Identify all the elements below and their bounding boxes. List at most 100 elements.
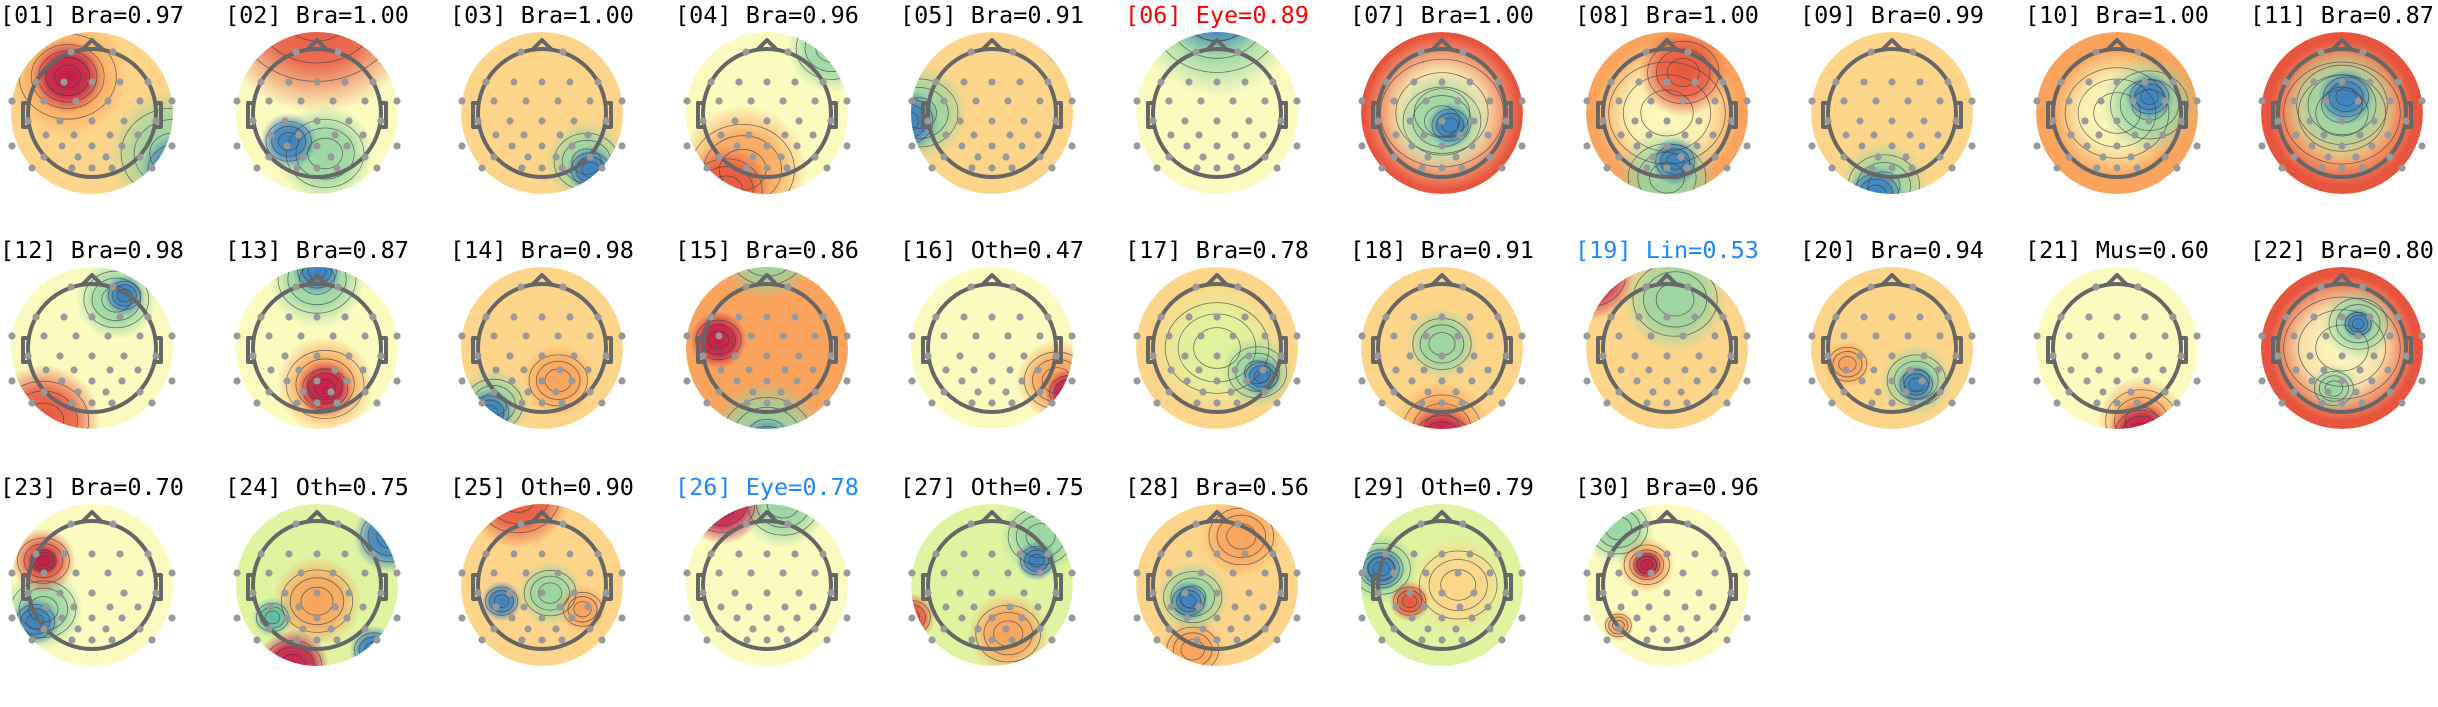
component-cell[interactable]: [06] Eye=0.89 [1125, 0, 1350, 235]
component-cell[interactable]: [03] Bra=1.00 [450, 0, 675, 235]
electrode-dot [1213, 636, 1221, 644]
topomap[interactable] [2258, 264, 2426, 432]
electrode-dot [265, 388, 273, 396]
electrode-dot [152, 352, 160, 360]
electrode-dot [2113, 78, 2121, 86]
component-cell[interactable]: [01] Bra=0.97 [0, 0, 225, 235]
topomap[interactable] [458, 501, 626, 669]
electrode-dot [1245, 117, 1253, 125]
contour-line [1428, 559, 1488, 611]
electrode-dot [341, 78, 349, 86]
activation-blob [1405, 404, 1479, 429]
topomap[interactable] [1358, 264, 1526, 432]
topomap[interactable] [908, 29, 1076, 197]
component-cell[interactable]: [16] Oth=0.47 [900, 235, 1125, 470]
electrode-dot [1149, 352, 1157, 360]
component-cell[interactable]: [29] Oth=0.79 [1350, 472, 1575, 707]
topomap[interactable] [908, 264, 1076, 432]
electrode-dot [1867, 283, 1875, 291]
component-cell[interactable]: [25] Oth=0.90 [450, 472, 675, 707]
component-cell[interactable]: [21] Mus=0.60 [2025, 235, 2250, 470]
component-cell[interactable]: [08] Bra=1.00 [1575, 0, 1800, 235]
component-cell[interactable]: [10] Bra=1.00 [2025, 0, 2250, 235]
electrode-dot [747, 569, 755, 577]
component-cell[interactable]: [20] Bra=0.94 [1800, 235, 2025, 470]
topomap[interactable] [233, 264, 401, 432]
topomap[interactable] [908, 501, 1076, 669]
component-cell[interactable]: [19] Lin=0.53 [1575, 235, 1800, 470]
electrode-dot [1743, 97, 1751, 105]
topomap[interactable] [1358, 501, 1526, 669]
component-cell[interactable]: [12] Bra=0.98 [0, 235, 225, 470]
electrode-dot [1036, 153, 1044, 161]
component-cell[interactable]: [15] Bra=0.86 [675, 235, 900, 470]
component-cell[interactable]: [02] Bra=1.00 [225, 0, 450, 235]
topomap[interactable] [1583, 264, 1751, 432]
topomap[interactable] [458, 29, 626, 197]
topomap[interactable] [1133, 29, 1301, 197]
topomap[interactable] [2258, 29, 2426, 197]
topomap[interactable] [8, 264, 176, 432]
component-cell[interactable]: [04] Bra=0.96 [675, 0, 900, 235]
topomap[interactable] [1583, 501, 1751, 669]
electrode-dot [538, 614, 546, 622]
topomap[interactable] [683, 501, 851, 669]
scalp-map [1136, 32, 1298, 194]
electrode-dot [359, 603, 367, 611]
topomap[interactable] [233, 501, 401, 669]
component-cell[interactable]: [17] Bra=0.78 [1125, 235, 1350, 470]
electrode-dot [742, 48, 750, 56]
component-cell[interactable]: [18] Bra=0.91 [1350, 235, 1575, 470]
topomap[interactable] [683, 264, 851, 432]
electrode-dot [1944, 78, 1952, 86]
component-cell[interactable]: [26] Eye=0.78 [675, 472, 900, 707]
topomap[interactable] [8, 29, 176, 197]
component-title: [03] Bra=1.00 [450, 1, 634, 29]
electrode-dot [1009, 283, 1017, 291]
electrode-dot [393, 377, 401, 385]
electrode-dot [2067, 366, 2075, 374]
topomap[interactable] [2033, 264, 2201, 432]
electrode-dot [506, 589, 514, 597]
scalp-map [2261, 267, 2423, 429]
component-cell[interactable]: [27] Oth=0.75 [900, 472, 1125, 707]
component-cell[interactable]: [22] Bra=0.80 [2250, 235, 2438, 470]
electrode-dot [779, 332, 787, 340]
electrode-dot [1904, 332, 1912, 340]
electrode-dot [1502, 117, 1510, 125]
electrode-dot [2134, 48, 2142, 56]
component-cell[interactable]: [28] Bra=0.56 [1125, 472, 1350, 707]
component-cell[interactable]: [30] Bra=0.96 [1575, 472, 1800, 707]
topomap[interactable] [1133, 501, 1301, 669]
component-cell[interactable]: [05] Bra=0.91 [900, 0, 1125, 235]
topomap[interactable] [683, 29, 851, 197]
topomap[interactable] [1808, 264, 1976, 432]
electrode-dot [1874, 388, 1882, 396]
topomap[interactable] [8, 501, 176, 669]
electrode-dot [104, 569, 112, 577]
electrode-dot [2081, 117, 2089, 125]
topomap[interactable] [2033, 29, 2201, 197]
contour-line [750, 264, 785, 266]
component-cell[interactable]: [14] Bra=0.98 [450, 235, 675, 470]
topomap[interactable] [458, 264, 626, 432]
contour-line [364, 641, 383, 658]
topomap[interactable] [1358, 29, 1526, 197]
component-cell[interactable]: [11] Bra=0.87 [2250, 0, 2438, 235]
electrode-dot [2384, 131, 2392, 139]
component-cell[interactable]: [23] Bra=0.70 [0, 472, 225, 707]
scalp-map [911, 267, 1073, 429]
topomap[interactable] [1808, 29, 1976, 197]
electrode-dot [2292, 366, 2300, 374]
topomap[interactable] [1133, 264, 1301, 432]
component-cell[interactable]: [13] Bra=0.87 [225, 235, 450, 470]
electrode-dot [1709, 131, 1717, 139]
topomap[interactable] [233, 29, 401, 197]
component-cell[interactable]: [24] Oth=0.75 [225, 472, 450, 707]
electrode-dot [1009, 520, 1017, 528]
component-cell[interactable]: [09] Bra=0.99 [1800, 0, 2025, 235]
electrode-dot [538, 117, 546, 125]
contour-line [314, 379, 336, 398]
topomap[interactable] [1583, 29, 1751, 197]
component-cell[interactable]: [07] Bra=1.00 [1350, 0, 1575, 235]
